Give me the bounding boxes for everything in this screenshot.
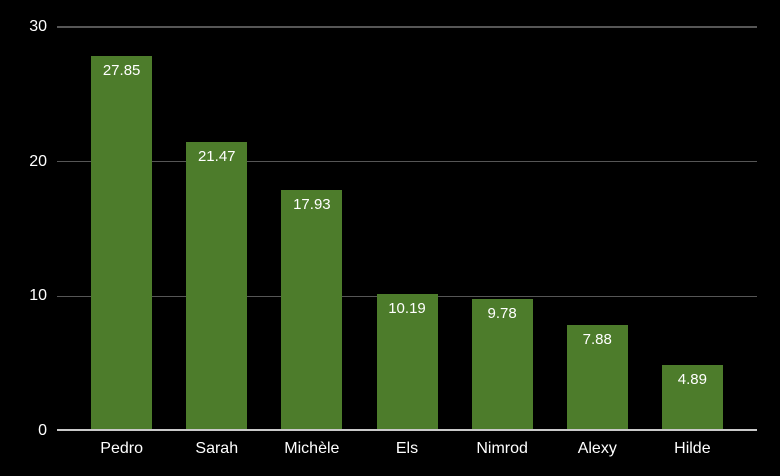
plot-area: 27.85 21.47 17.93 10.19 9.78 7.88 4.89	[57, 26, 757, 431]
bar-value-label: 27.85	[102, 61, 141, 79]
x-category-band: Els	[377, 439, 438, 459]
x-axis-line	[57, 429, 757, 431]
y-axis: 0 10 20 30	[0, 19, 47, 439]
x-category-label: Alexy	[577, 440, 617, 457]
x-category-band: Nimrod	[472, 439, 533, 459]
bars-container: 27.85 21.47 17.93 10.19 9.78 7.88 4.89	[57, 27, 757, 431]
y-tick-label: 0	[38, 422, 47, 439]
x-category-label: Pedro	[100, 440, 143, 457]
bar-value-label: 4.89	[677, 371, 707, 389]
x-category-band: Alexy	[567, 439, 628, 459]
bar-value-label: 7.88	[582, 330, 612, 348]
bar-value-label: 21.47	[197, 147, 236, 165]
bar-value-label: 10.19	[388, 299, 426, 317]
bar-pedro[interactable]: 27.85	[91, 55, 153, 431]
x-axis-labels: Pedro Sarah Michèle Els Nimrod Alexy Hilde	[57, 439, 757, 459]
x-category-band: Pedro	[91, 439, 152, 459]
x-category-band: Michèle	[281, 439, 342, 459]
x-category-band: Hilde	[662, 439, 723, 459]
y-tick-label: 10	[29, 287, 47, 305]
x-category-band: Sarah	[186, 439, 247, 459]
bar-sarah[interactable]: 21.47	[186, 141, 248, 431]
bar-value-label: 9.78	[487, 305, 517, 323]
bar-alexy[interactable]: 7.88	[566, 324, 628, 431]
bar-value-label: 17.93	[293, 195, 331, 213]
bar-hilde[interactable]: 4.89	[661, 365, 723, 431]
x-category-label: Els	[395, 440, 419, 457]
y-tick-label: 30	[29, 18, 47, 35]
x-category-label: Michèle	[284, 440, 340, 457]
bar-nimrod[interactable]: 9.78	[471, 299, 533, 431]
gridline	[57, 160, 757, 163]
x-category-label: Hilde	[674, 440, 711, 457]
x-category-label: Nimrod	[476, 440, 528, 457]
y-tick-label: 20	[29, 152, 47, 170]
bar-els[interactable]: 10.19	[376, 293, 438, 431]
bar-michele[interactable]: 17.93	[281, 189, 343, 431]
gridline	[57, 26, 757, 28]
x-category-label: Sarah	[195, 440, 239, 457]
